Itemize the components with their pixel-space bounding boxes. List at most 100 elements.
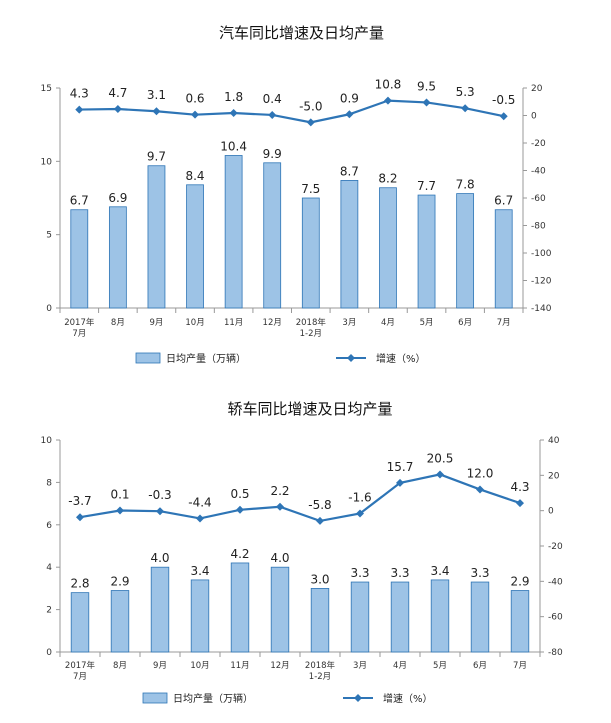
line-data-label: 4.3 [70, 87, 89, 101]
bar [147, 165, 166, 309]
bar [390, 581, 410, 653]
line-data-label: -0.3 [148, 488, 171, 502]
right-tick-label: 20 [531, 84, 543, 94]
line-point [396, 478, 404, 487]
bar-data-label: 6.9 [108, 191, 127, 205]
line-data-label: 3.1 [147, 88, 166, 102]
line-point [461, 104, 470, 113]
bar [186, 184, 204, 309]
line-data-label: 0.4 [263, 92, 282, 106]
left-tick-label: 15 [41, 84, 52, 94]
category-label: 6月 [458, 318, 472, 328]
bar [270, 566, 290, 653]
right-tick-label: -140 [531, 304, 552, 314]
bar [301, 197, 320, 309]
category-label: 4月 [381, 318, 395, 328]
line-point [383, 96, 392, 105]
legend-line-marker [354, 694, 362, 702]
right-tick-label: -40 [548, 577, 563, 587]
bar-data-label: 2.8 [70, 577, 89, 591]
bar-data-label: 2.9 [110, 575, 129, 589]
line-point [306, 118, 315, 127]
bar-data-label: 7.8 [456, 178, 475, 192]
category-label: 9月 [149, 318, 163, 328]
category-label: 7月 [73, 672, 87, 682]
line-point [113, 105, 122, 114]
category-label: 2017年 [65, 660, 96, 671]
chart-1: 汽车同比增速及日均产量 0 5 10 15 -140 -120 -100 -80 -60 -40 -2… [41, 24, 552, 365]
category-label: 10月 [185, 318, 204, 328]
left-tick-label: 10 [41, 157, 53, 167]
bar [108, 206, 127, 309]
bar-data-label: 8.4 [185, 169, 204, 183]
category-label: 8月 [113, 661, 127, 671]
line-point [345, 110, 354, 119]
line-point [156, 507, 164, 516]
legend-bar-swatch [142, 692, 168, 704]
bar [379, 187, 397, 309]
line-point [76, 513, 84, 522]
bar [70, 592, 90, 653]
line-point [276, 502, 284, 511]
bar-data-label: 3.4 [430, 564, 449, 578]
right-tick-label: -60 [548, 613, 563, 623]
line-data-label: -5.0 [299, 99, 322, 113]
legend-line-label: 增速（%） [376, 352, 426, 365]
left-tick-label: 6 [46, 521, 52, 531]
line-point [229, 109, 238, 118]
bar-data-label: 6.7 [70, 194, 89, 208]
growth-line [79, 99, 504, 124]
bar-data-label: 10.4 [220, 139, 247, 153]
category-label: 5月 [433, 661, 447, 671]
category-label: 10月 [190, 661, 209, 671]
growth-line [79, 473, 521, 523]
line-data-label: 15.7 [387, 460, 414, 474]
bar [110, 590, 130, 653]
line-data-label: 4.7 [108, 86, 127, 100]
category-label: 1-2月 [300, 329, 322, 339]
line-data-label: 2.2 [270, 484, 289, 498]
line-data-label: 1.8 [224, 90, 243, 104]
category-label: 4月 [393, 661, 407, 671]
line-data-label: -4.4 [188, 495, 211, 509]
bar [340, 179, 359, 309]
bar [224, 155, 243, 309]
legend-bar-label: 日均产量（万辆） [173, 692, 253, 705]
category-label: 1-2月 [309, 672, 331, 682]
left-tick-label: 10 [41, 436, 53, 446]
bar [310, 588, 330, 653]
line-point [116, 506, 124, 515]
bar-data-label: 7.7 [417, 179, 436, 193]
category-label: 12月 [270, 661, 289, 671]
bar-data-label: 9.9 [263, 147, 282, 161]
bar-data-label: 2.9 [510, 575, 529, 589]
line-data-label: 12.0 [467, 466, 494, 480]
bar-data-label: 8.2 [378, 172, 397, 186]
line-point [499, 112, 508, 121]
bar [150, 566, 170, 653]
left-tick-label: 2 [46, 606, 52, 616]
bar-data-label: 9.7 [147, 150, 166, 164]
line-data-label: 5.3 [456, 85, 475, 99]
category-label: 7月 [497, 318, 511, 328]
line-point [422, 98, 431, 107]
category-label: 3月 [353, 661, 367, 671]
line-data-label: 10.8 [375, 78, 402, 92]
line-data-label: 0.6 [185, 92, 204, 106]
bar [230, 562, 250, 653]
line-point [516, 499, 524, 508]
category-label: 5月 [420, 318, 434, 328]
category-label: 11月 [224, 318, 243, 328]
line-point [236, 505, 244, 514]
right-tick-label: 0 [531, 112, 537, 122]
category-label: 12月 [263, 318, 282, 328]
bar [456, 193, 475, 309]
line-point [268, 110, 277, 119]
right-tick-label: -120 [531, 277, 552, 287]
bar [494, 209, 513, 309]
bar-data-label: 3.3 [350, 566, 369, 580]
bar [350, 581, 370, 653]
right-tick-label: -40 [531, 167, 546, 177]
line-data-label: -3.7 [68, 494, 91, 508]
